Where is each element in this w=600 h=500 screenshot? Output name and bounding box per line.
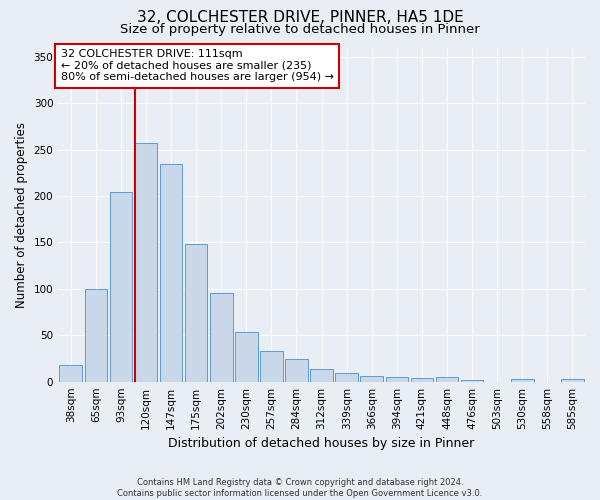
Bar <box>235 332 257 382</box>
Bar <box>335 374 358 382</box>
Bar <box>134 143 157 382</box>
Bar <box>386 377 408 382</box>
Bar <box>110 192 132 382</box>
Bar <box>210 294 233 382</box>
Text: Contains HM Land Registry data © Crown copyright and database right 2024.
Contai: Contains HM Land Registry data © Crown c… <box>118 478 482 498</box>
Bar <box>285 360 308 382</box>
Bar <box>310 368 333 382</box>
Bar <box>260 351 283 382</box>
X-axis label: Distribution of detached houses by size in Pinner: Distribution of detached houses by size … <box>169 437 475 450</box>
Text: Size of property relative to detached houses in Pinner: Size of property relative to detached ho… <box>120 22 480 36</box>
Bar <box>361 376 383 382</box>
Bar <box>436 377 458 382</box>
Bar <box>561 379 584 382</box>
Bar <box>85 289 107 382</box>
Bar <box>410 378 433 382</box>
Bar <box>160 164 182 382</box>
Bar <box>461 380 484 382</box>
Bar <box>59 365 82 382</box>
Text: 32, COLCHESTER DRIVE, PINNER, HA5 1DE: 32, COLCHESTER DRIVE, PINNER, HA5 1DE <box>137 10 463 25</box>
Bar <box>511 379 533 382</box>
Bar <box>185 244 208 382</box>
Text: 32 COLCHESTER DRIVE: 111sqm
← 20% of detached houses are smaller (235)
80% of se: 32 COLCHESTER DRIVE: 111sqm ← 20% of det… <box>61 49 334 82</box>
Y-axis label: Number of detached properties: Number of detached properties <box>15 122 28 308</box>
